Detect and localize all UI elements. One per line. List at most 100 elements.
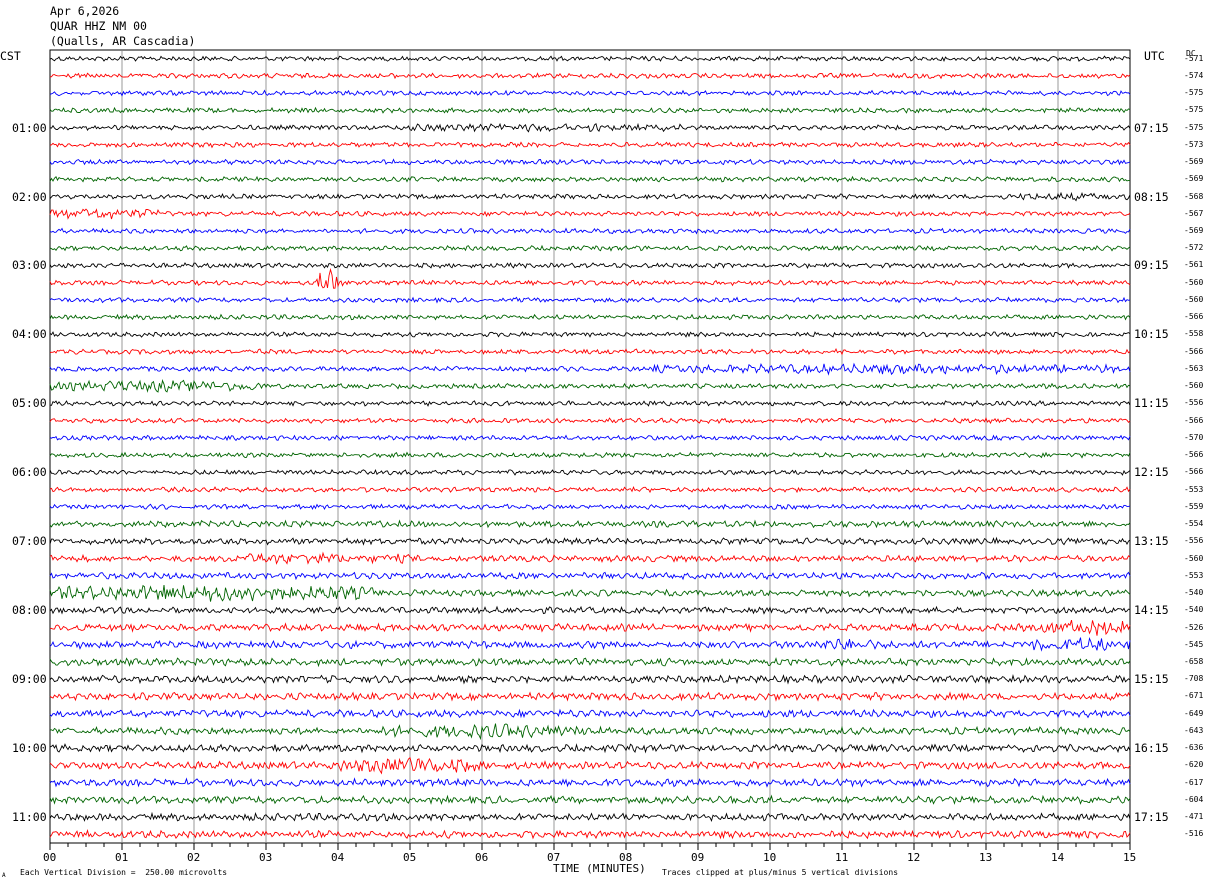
dc-offset-label: -561 xyxy=(1184,260,1204,270)
dc-offset-label: -540 xyxy=(1184,588,1204,598)
left-hour-label: 06:00 xyxy=(12,465,47,480)
seismic-trace xyxy=(49,829,1131,840)
right-hour-label: 12:15 xyxy=(1134,465,1169,480)
x-tick-label: 05 xyxy=(403,851,417,864)
dc-offset-label: -569 xyxy=(1184,174,1204,184)
left-hour-label: 01:00 xyxy=(12,120,47,135)
chart-date: Apr 6,2026 xyxy=(50,4,120,18)
seismic-trace xyxy=(49,362,1131,376)
dc-offset-label: -571 xyxy=(1184,53,1204,63)
seismic-trace xyxy=(49,267,1131,289)
seismic-trace xyxy=(49,723,1131,741)
dc-offset-label: -658 xyxy=(1184,656,1204,666)
dc-offset-label: -540 xyxy=(1184,605,1204,615)
right-hour-label: 13:15 xyxy=(1134,534,1169,549)
dc-offset-label: -563 xyxy=(1184,363,1204,373)
left-hour-label: 10:00 xyxy=(12,741,47,756)
left-hour-label: 03:00 xyxy=(12,258,47,273)
seismic-trace xyxy=(49,743,1131,754)
dc-offset-label: -553 xyxy=(1184,570,1204,580)
seismic-trace xyxy=(49,584,1131,602)
x-tick-label: 11 xyxy=(835,851,849,864)
clip-note: Traces clipped at plus/minus 5 vertical … xyxy=(662,868,899,877)
dc-offset-label: -558 xyxy=(1184,329,1204,339)
seismic-trace xyxy=(49,72,1131,80)
x-tick-label: 14 xyxy=(1051,851,1065,864)
dc-offset-label: -559 xyxy=(1184,501,1204,511)
dc-offset-label: -545 xyxy=(1184,639,1204,649)
seismic-trace xyxy=(49,673,1131,685)
x-tick-label: 09 xyxy=(691,851,705,864)
dc-offset-label: -574 xyxy=(1184,70,1204,80)
x-tick-label: 01 xyxy=(115,851,129,864)
dc-offset-label: -554 xyxy=(1184,519,1204,529)
seismic-trace xyxy=(49,756,1131,775)
dc-column-label: DC xyxy=(1186,49,1196,58)
station-code: QUAR HHZ NM 00 xyxy=(50,19,147,33)
right-timezone-label: UTC xyxy=(1144,49,1165,63)
right-hour-label: 15:15 xyxy=(1134,672,1169,687)
seismic-trace xyxy=(49,605,1131,615)
corner-mark: A xyxy=(2,872,6,879)
seismic-trace xyxy=(49,519,1131,529)
seismic-trace xyxy=(49,451,1131,459)
seismic-trace xyxy=(49,434,1131,442)
plot-frame xyxy=(49,49,1131,844)
dc-offset-label: -575 xyxy=(1184,88,1204,98)
x-tick-label: 00 xyxy=(43,851,57,864)
seismic-trace xyxy=(49,708,1131,720)
seismic-trace xyxy=(49,331,1131,338)
seismic-trace xyxy=(49,296,1131,304)
dc-offset-label: -560 xyxy=(1184,381,1204,391)
left-timezone-label: CST xyxy=(0,49,21,63)
seismic-trace xyxy=(49,55,1131,62)
right-hour-label: 10:15 xyxy=(1134,327,1169,342)
seismic-trace xyxy=(49,158,1131,166)
dc-offset-label: -560 xyxy=(1184,553,1204,563)
dc-offset-label: -560 xyxy=(1184,294,1204,304)
right-hour-label: 14:15 xyxy=(1134,603,1169,618)
x-tick-label: 13 xyxy=(979,851,993,864)
seismic-trace xyxy=(49,657,1131,668)
dc-offset-label: -649 xyxy=(1184,708,1204,718)
right-hour-label: 09:15 xyxy=(1134,258,1169,273)
seismic-trace xyxy=(49,571,1131,581)
dc-offset-label: -560 xyxy=(1184,277,1204,287)
seismic-trace xyxy=(49,417,1131,425)
dc-offset-label: -572 xyxy=(1184,243,1204,253)
dc-offset-label: -643 xyxy=(1184,725,1204,735)
seismic-trace xyxy=(49,777,1131,788)
dc-offset-label: -556 xyxy=(1184,536,1204,546)
dc-offset-label: -566 xyxy=(1184,312,1204,322)
seismic-trace xyxy=(49,191,1131,202)
left-hour-label: 11:00 xyxy=(12,810,47,825)
scale-note: Each Vertical Division = 250.00 microvol… xyxy=(20,868,228,877)
x-tick-label: 15 xyxy=(1123,851,1137,864)
dc-offset-label: -604 xyxy=(1184,794,1204,804)
seismic-trace xyxy=(49,262,1131,270)
dc-offset-label: -566 xyxy=(1184,415,1204,425)
seismic-trace xyxy=(49,794,1131,806)
dc-offset-label: -471 xyxy=(1184,812,1204,822)
dc-offset-label: -636 xyxy=(1184,743,1204,753)
dc-offset-label: -569 xyxy=(1184,226,1204,235)
seismic-trace xyxy=(49,348,1131,356)
dc-offset-label: -573 xyxy=(1184,139,1204,149)
seismic-trace xyxy=(49,122,1131,133)
dc-offset-label: -568 xyxy=(1184,191,1204,201)
dc-offset-label: -617 xyxy=(1184,777,1204,787)
left-hour-label: 07:00 xyxy=(12,534,47,549)
left-hour-label: 08:00 xyxy=(12,603,47,618)
dc-offset-label: -575 xyxy=(1184,122,1204,132)
dc-offset-label: -708 xyxy=(1184,674,1204,684)
seismic-trace xyxy=(49,503,1131,511)
right-hour-label: 08:15 xyxy=(1134,189,1169,204)
x-tick-label: 02 xyxy=(187,851,201,864)
seismic-trace xyxy=(49,106,1131,114)
seismic-trace xyxy=(49,208,1131,220)
left-hour-label: 02:00 xyxy=(12,189,47,204)
seismic-trace xyxy=(49,379,1131,393)
station-location: (Qualls, AR Cascadia) xyxy=(50,34,196,48)
seismic-trace xyxy=(49,636,1131,652)
seismic-trace xyxy=(49,619,1131,636)
